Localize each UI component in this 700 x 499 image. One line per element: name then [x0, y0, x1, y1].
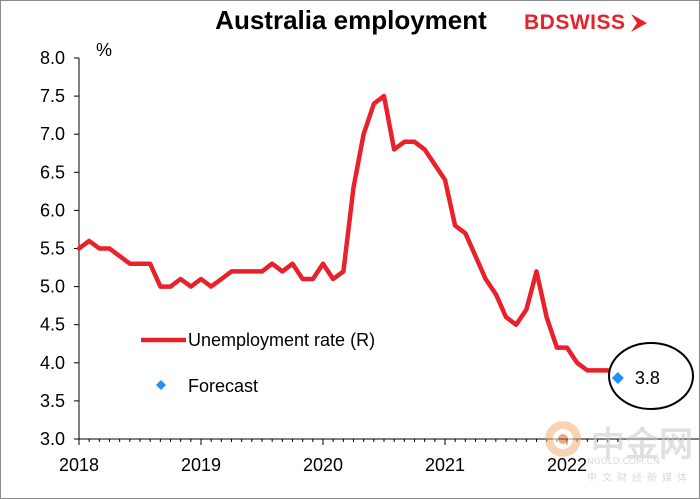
forecast-highlight-circle: [608, 342, 694, 410]
x-tick-label: 2019: [181, 455, 221, 475]
jinrong-watermark: 中金网 NGOLD.COM.CN 中文财经新媒体: [543, 411, 693, 491]
forecast-point: [611, 372, 624, 385]
y-tick-label: 3.0: [40, 429, 65, 449]
y-tick-label: 4.0: [40, 353, 65, 373]
y-tick-label: 8.0: [40, 48, 65, 68]
y-tick-label: 6.5: [40, 162, 65, 182]
watermark-logo-icon: [545, 421, 581, 457]
y-tick-label: 3.5: [40, 391, 65, 411]
brand-swiss-text: SWISS: [555, 11, 626, 34]
y-tick-label: 5.0: [40, 277, 65, 297]
bdswiss-logo: BD SWISS: [524, 9, 650, 37]
y-tick-label: 7.0: [40, 124, 65, 144]
y-tick-label: 6.0: [40, 200, 65, 220]
legend-label-forecast: Forecast: [188, 376, 258, 396]
brand-chevron-icon: [630, 14, 647, 32]
x-tick-label: 2021: [425, 455, 465, 475]
brand-bd-text: BD: [524, 11, 556, 34]
x-tick-label: 2022: [547, 455, 587, 475]
y-tick-label: 5.5: [40, 239, 65, 259]
watermark-name: 中金网: [591, 425, 693, 465]
forecast-value-label: 3.8: [635, 368, 660, 388]
watermark-domain: NGOLD.COM.CN: [587, 457, 660, 467]
y-axis-unit-label: %: [96, 40, 112, 60]
watermark-subtitle: 中文财经新媒体: [587, 473, 692, 484]
y-tick-label: 4.5: [40, 315, 65, 335]
legend-label-unemployment: Unemployment rate (R): [188, 330, 375, 350]
unemployment-rate-line: [76, 93, 610, 373]
x-tick-label: 2018: [59, 455, 99, 475]
legend-diamond-swatch: [156, 380, 166, 390]
x-tick-label: 2020: [303, 455, 343, 475]
chart-title: Australia employment: [215, 5, 487, 35]
y-tick-label: 7.5: [40, 86, 65, 106]
